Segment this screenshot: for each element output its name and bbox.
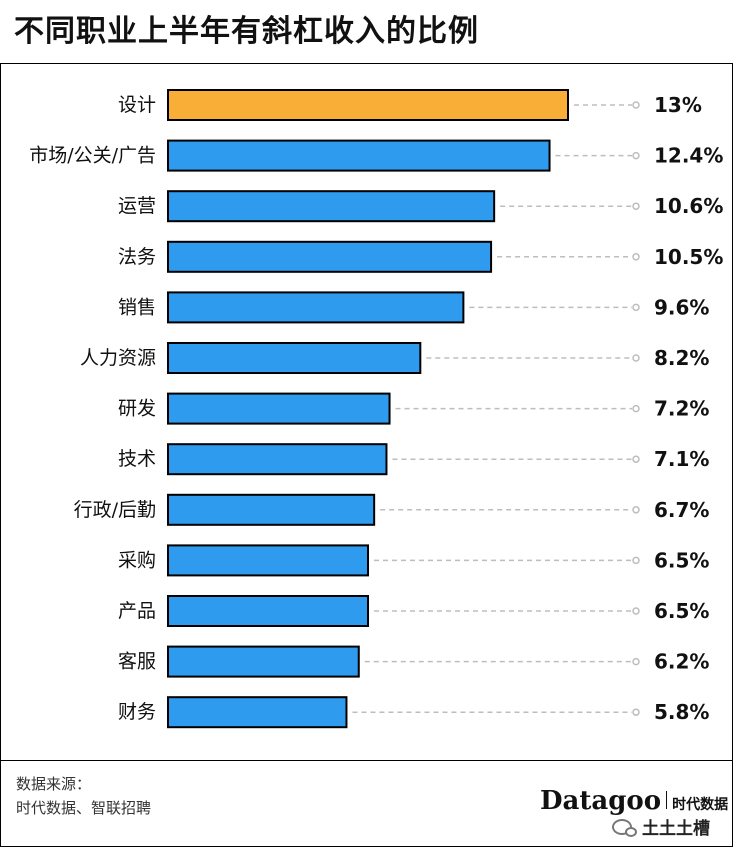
value-label: 9.6% [654,295,709,319]
leader-dot [632,556,640,565]
bar [167,493,376,526]
leader-dot [632,202,640,210]
leader-dot [632,354,640,362]
value-label: 10.5% [654,245,723,269]
bar [167,392,391,425]
bar [167,696,348,729]
footer-divider [0,760,733,761]
category-label: 财务 [118,701,156,723]
bar [167,89,569,121]
bar [167,291,465,324]
category-label: 市场/公关/广告 [29,145,156,167]
category-label: 产品 [118,600,156,622]
value-label: 5.8% [654,700,709,724]
bar [167,544,369,577]
category-label: 研发 [118,398,156,420]
leader-dot [632,101,640,109]
leader-dot [632,455,640,463]
category-label: 运营 [118,195,156,217]
value-label: 13% [654,93,702,117]
source-note: 数据来源： 时代数据、智联招聘 [16,772,151,820]
category-label: 客服 [118,651,156,673]
category-label: 行政/后勤 [74,499,156,521]
brand-name-cn: 时代数据 [672,797,729,813]
value-label: 12.4% [654,144,723,168]
chart-frame [0,63,733,847]
value-label: 10.6% [654,194,723,218]
value-label: 7.1% [654,447,709,471]
leader-dot [632,506,640,514]
source-text: 时代数据、智联招聘 [16,799,152,817]
value-label: 8.2% [654,346,709,370]
bar-chart: 设计 13% 市场/公关/广告 12.4% 运营 10.6% 法务 10.5% 销售 9.6% 人力… [29,89,723,729]
bar [167,443,388,476]
source-label: 数据来源： [16,775,92,793]
leader-dot [632,253,640,261]
brand-name-en: Datagoo [540,786,662,816]
chart-title: 不同职业上半年有斜杠收入的比例 [14,14,479,49]
value-label: 6.5% [654,599,709,623]
leader-dot [632,657,640,666]
bar [167,139,551,172]
leader-dot [632,708,640,716]
bar [167,240,493,273]
category-label: 销售 [118,296,156,318]
category-label: 设计 [118,94,156,116]
bar [167,190,496,223]
bar [167,342,422,374]
value-label: 6.2% [654,650,709,674]
wechat-watermark: 土土土槽 [612,814,710,839]
leader-dot [632,607,640,615]
category-label: 技术 [118,448,156,470]
category-label: 人力资源 [80,347,156,369]
brand-logo: Datagoo 时代数据 [540,786,728,816]
watermark-text: 土土土槽 [642,819,710,839]
value-label: 6.7% [654,498,709,522]
bar [167,595,369,627]
leader-dot [632,404,640,413]
category-label: 法务 [118,246,156,268]
category-label: 采购 [118,549,156,571]
bar [167,645,360,678]
wechat-icon [612,818,637,837]
brand-separator [666,791,668,809]
value-label: 6.5% [654,548,709,572]
leader-dot [632,303,640,312]
value-label: 7.2% [654,397,709,421]
leader-dot [632,151,640,160]
